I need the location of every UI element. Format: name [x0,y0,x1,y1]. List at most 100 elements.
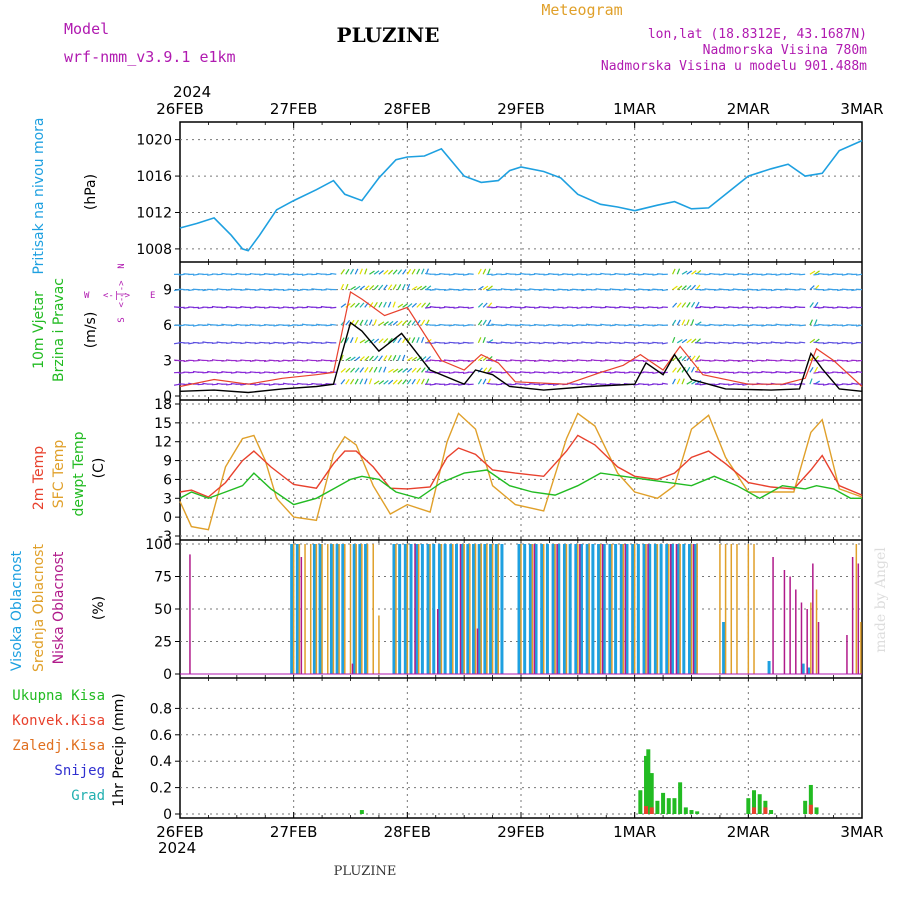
wind-barb [350,356,356,362]
wind-barb [676,268,681,275]
compass-east: E [150,291,155,301]
wind-barb [728,289,735,291]
wind-barb [434,273,441,276]
wind-barb [207,359,214,362]
wind-barb [197,383,204,386]
wind-barb [482,319,487,326]
wind-barb [505,306,512,309]
wind-barb [425,355,432,361]
wind-barb [841,273,848,276]
wind-barb [416,268,421,275]
wind-barb [424,359,432,362]
wind-barb [364,367,369,373]
wind-barb [690,319,695,326]
wind-barb [345,268,350,275]
wind-compass: N S W E <-|-> <-|-> [84,263,155,322]
wind-barb [354,337,359,344]
y-tick-label: -3 [158,529,172,545]
bottom-day-label: 2MAR [727,823,770,841]
model-altitude-label: Nadmorska Visina u modelu 901.488m [601,59,867,74]
wind-barb [681,270,688,275]
wind-barb [369,270,375,275]
wind-barb [686,284,692,291]
wind-barb [406,283,411,290]
wind-barb [482,302,488,308]
wind-barb [809,366,814,373]
wind-barb [373,338,380,344]
wind-barb [590,383,597,386]
precip-bar [814,807,819,814]
wind-barb [529,371,536,374]
wind-barb [411,367,417,373]
wind-barb [747,273,754,276]
wind-barb [292,383,299,386]
wind-barb [699,289,706,291]
precip-bar [655,800,660,814]
wind-barb [713,342,720,345]
y-tick-label: 3 [163,491,172,507]
wind-barb [254,289,261,291]
wind-barb [822,342,829,345]
wind-barb [794,342,801,345]
y-tick-label: 75 [154,570,172,586]
wind-barb [406,320,412,326]
wind-barb [230,273,237,276]
wind-barb [383,269,389,275]
wind-barb [411,268,416,275]
wind-barb [694,306,702,309]
wind-barb [742,289,749,292]
wind-barb [354,268,359,275]
wind-barb [245,371,252,374]
wind-barb [221,359,228,362]
precip-bar [359,810,364,814]
wind-barb [406,378,412,385]
top-day-label: 29FEB [497,100,544,118]
wind-barb [604,289,612,291]
cloud-mid-label: Srednja Oblacnost [31,544,47,672]
wind-barb [345,320,351,326]
wind-barb [350,367,356,373]
bottom-time-axis: 26FEB 27FEB 28FEB 29FEB 1MAR 2MAR 3MAR [156,823,883,841]
wind-barb [519,359,526,362]
svg-text:<-|->: <-|-> [117,280,127,308]
altitude-label: Nadmorska Visina 780m [703,43,868,58]
wind-barb [411,286,418,291]
wind-barb [320,383,327,386]
wind-barb [681,338,688,344]
wind-barb [359,285,366,291]
wind-barb [340,283,345,290]
y-tick-label: 50 [154,602,172,618]
wind-barb [732,273,739,276]
y-tick-label: 3 [163,354,172,370]
precip-bar [752,790,757,814]
wind-barb [695,338,701,344]
wind-barb [448,324,455,327]
cloud-high-label: Visoka Oblacnost [9,550,25,671]
wind-barb [661,289,668,292]
wind-barb [581,371,588,374]
wind-barb [510,383,517,386]
y-tick-label: 1008 [136,242,172,258]
wind-barb [524,342,531,345]
y-tick-label: 100 [145,537,172,553]
svg-text:<-|->: <-|-> [103,291,131,301]
wind-barb [671,337,676,344]
wind-barb [686,270,693,275]
wind-barb [600,306,607,309]
y-tick-label: 18 [154,397,172,413]
wind-barb [359,302,365,308]
wind-barb [814,270,820,275]
precip-bar [695,811,700,814]
wind-barb [809,302,814,308]
wind-barb [425,378,430,385]
wind-barb [397,320,403,326]
wind-barb [397,269,403,275]
wind-barb [514,273,522,276]
wind-barb [383,321,389,326]
wind-barb [392,269,398,275]
wind-barb [354,302,360,308]
wind-barb [429,383,436,386]
wind-barb [383,366,387,373]
wind-barb [467,306,474,309]
wind-unit: (m/s) [83,312,99,349]
